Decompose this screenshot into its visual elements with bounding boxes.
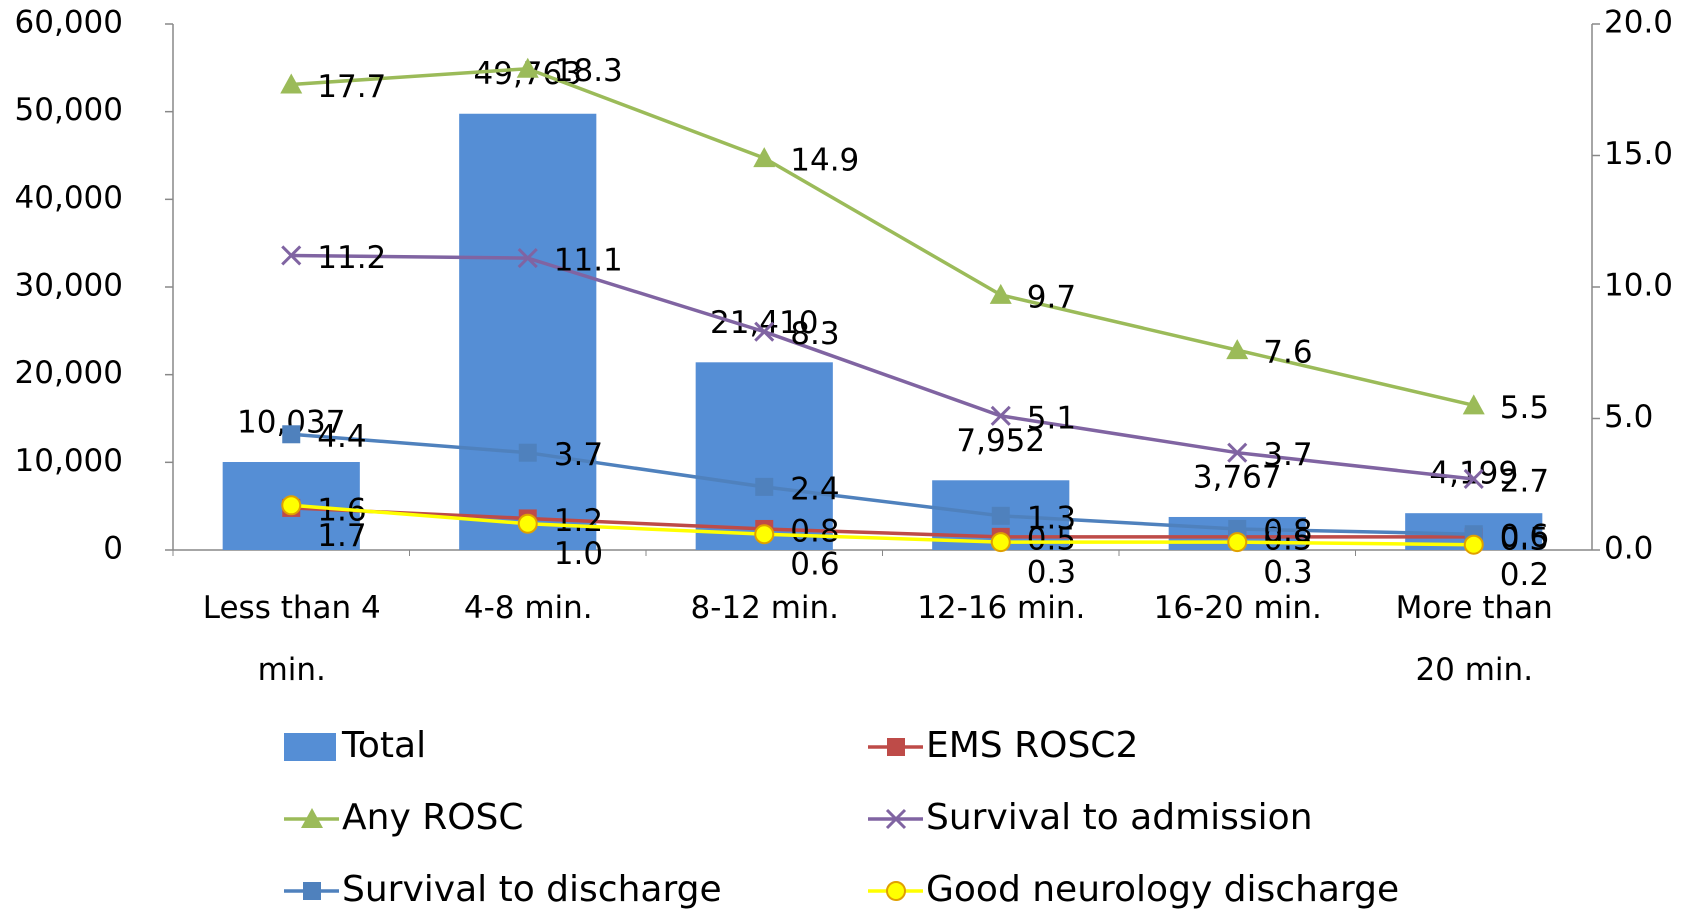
- y-tick-label: 50,000: [15, 92, 123, 128]
- x-tick-label: More than 20 min.: [1395, 590, 1553, 688]
- marker: [281, 495, 302, 516]
- marker: [990, 405, 1011, 426]
- marker: [280, 73, 303, 94]
- marker: [1463, 468, 1484, 490]
- data-label: 3.7: [1263, 437, 1312, 473]
- marker: [517, 513, 538, 534]
- data-label: 18.3: [554, 53, 623, 89]
- data-label: 11.2: [317, 240, 386, 276]
- x-tick-label: 4-8 min.: [463, 590, 593, 626]
- marker: [1227, 442, 1248, 463]
- series: 11.2 11.1 8.3 5.1 3.7 2.7: [281, 240, 1549, 499]
- bar-label: 3,767: [1193, 459, 1282, 495]
- bar-label: 21,410: [710, 305, 818, 341]
- marker: [885, 808, 907, 830]
- marker: [517, 248, 538, 269]
- legend-label: Good neurology discharge: [926, 869, 1399, 910]
- data-label: 3.7: [554, 437, 603, 473]
- x-tick-label: 12-16 min.: [917, 590, 1086, 626]
- legend-label: Any ROSC: [342, 797, 524, 838]
- marker: [281, 245, 302, 266]
- marker: [990, 532, 1011, 553]
- data-label: 1.2: [554, 503, 603, 539]
- data-label: 0.5: [1500, 521, 1549, 557]
- series: 1.7 1.0 0.6 0.3 0.3 0.2: [281, 495, 1549, 593]
- data-label: 1.3: [1027, 500, 1076, 536]
- data-label: 4.4: [317, 419, 366, 455]
- data-label: 0.3: [1263, 555, 1312, 591]
- marker: [887, 738, 905, 756]
- x-tick-label: Less than 4 min.: [202, 590, 381, 688]
- marker: [1227, 532, 1248, 553]
- y2-tick-label: 15.0: [1604, 136, 1673, 172]
- y2-tick-label: 20.0: [1604, 5, 1673, 41]
- data-label: 2.7: [1500, 463, 1549, 499]
- y-tick-label: 10,000: [15, 443, 123, 479]
- bar-label: 4,199: [1429, 456, 1518, 492]
- y-tick-label: 0: [103, 531, 123, 567]
- legend-swatch: [284, 733, 336, 761]
- marker: [1463, 534, 1484, 555]
- data-label: 11.1: [554, 243, 623, 279]
- data-label: 0.5: [1263, 521, 1312, 557]
- marker: [1226, 339, 1249, 360]
- y2-tick-label: 5.0: [1604, 399, 1653, 435]
- data-label: 0.6: [1500, 519, 1549, 555]
- marker: [303, 882, 321, 900]
- marker: [754, 321, 775, 342]
- line: [291, 66, 1475, 408]
- marker: [518, 443, 537, 462]
- data-label: 2.4: [790, 471, 839, 507]
- data-label: 0.5: [1027, 521, 1076, 557]
- data-label: 8.3: [790, 316, 839, 352]
- y-tick-label: 40,000: [15, 180, 123, 216]
- legend-label: Survival to discharge: [342, 869, 722, 910]
- y-tick-label: 60,000: [15, 5, 123, 41]
- bar-label: 7,952: [956, 423, 1045, 459]
- legend-label: Survival to admission: [926, 797, 1313, 838]
- data-label: 1.7: [317, 518, 366, 554]
- line: [291, 506, 1474, 539]
- marker: [754, 524, 775, 545]
- y-tick-label: 20,000: [15, 355, 123, 391]
- data-label: 0.8: [790, 513, 839, 549]
- marker: [989, 283, 1012, 304]
- x-tick-label: 8-12 min.: [690, 590, 840, 626]
- data-label: 0.3: [1027, 555, 1076, 591]
- line: [291, 503, 1474, 547]
- data-label: 17.7: [317, 69, 386, 105]
- marker: [282, 425, 301, 444]
- y2-tick-label: 0.0: [1604, 531, 1653, 567]
- bar: [459, 113, 597, 550]
- bar: [695, 362, 833, 550]
- data-label: 0.2: [1500, 557, 1549, 593]
- marker: [516, 57, 539, 78]
- marker: [1462, 394, 1485, 415]
- marker: [301, 808, 323, 828]
- y2-tick-label: 10.0: [1604, 268, 1673, 304]
- legend-label: EMS ROSC2: [926, 725, 1138, 766]
- marker: [886, 881, 906, 901]
- marker: [991, 506, 1010, 525]
- y-tick-label: 30,000: [15, 268, 123, 304]
- line: [291, 432, 1474, 536]
- x-tick-label: 16-20 min.: [1153, 590, 1322, 626]
- data-label: 1.0: [554, 536, 603, 572]
- legend-label: Total: [341, 725, 426, 766]
- data-label: 5.1: [1027, 400, 1076, 436]
- data-label: 0.6: [790, 547, 839, 583]
- marker: [755, 477, 774, 496]
- series: 17.7 18.3 14.9 9.7 7.6 5.5: [280, 53, 1549, 426]
- data-label: 9.7: [1027, 279, 1076, 315]
- data-label: 14.9: [790, 143, 859, 179]
- data-label: 7.6: [1263, 335, 1312, 371]
- line: [291, 253, 1474, 481]
- data-label: 5.5: [1500, 390, 1549, 426]
- marker: [753, 147, 776, 168]
